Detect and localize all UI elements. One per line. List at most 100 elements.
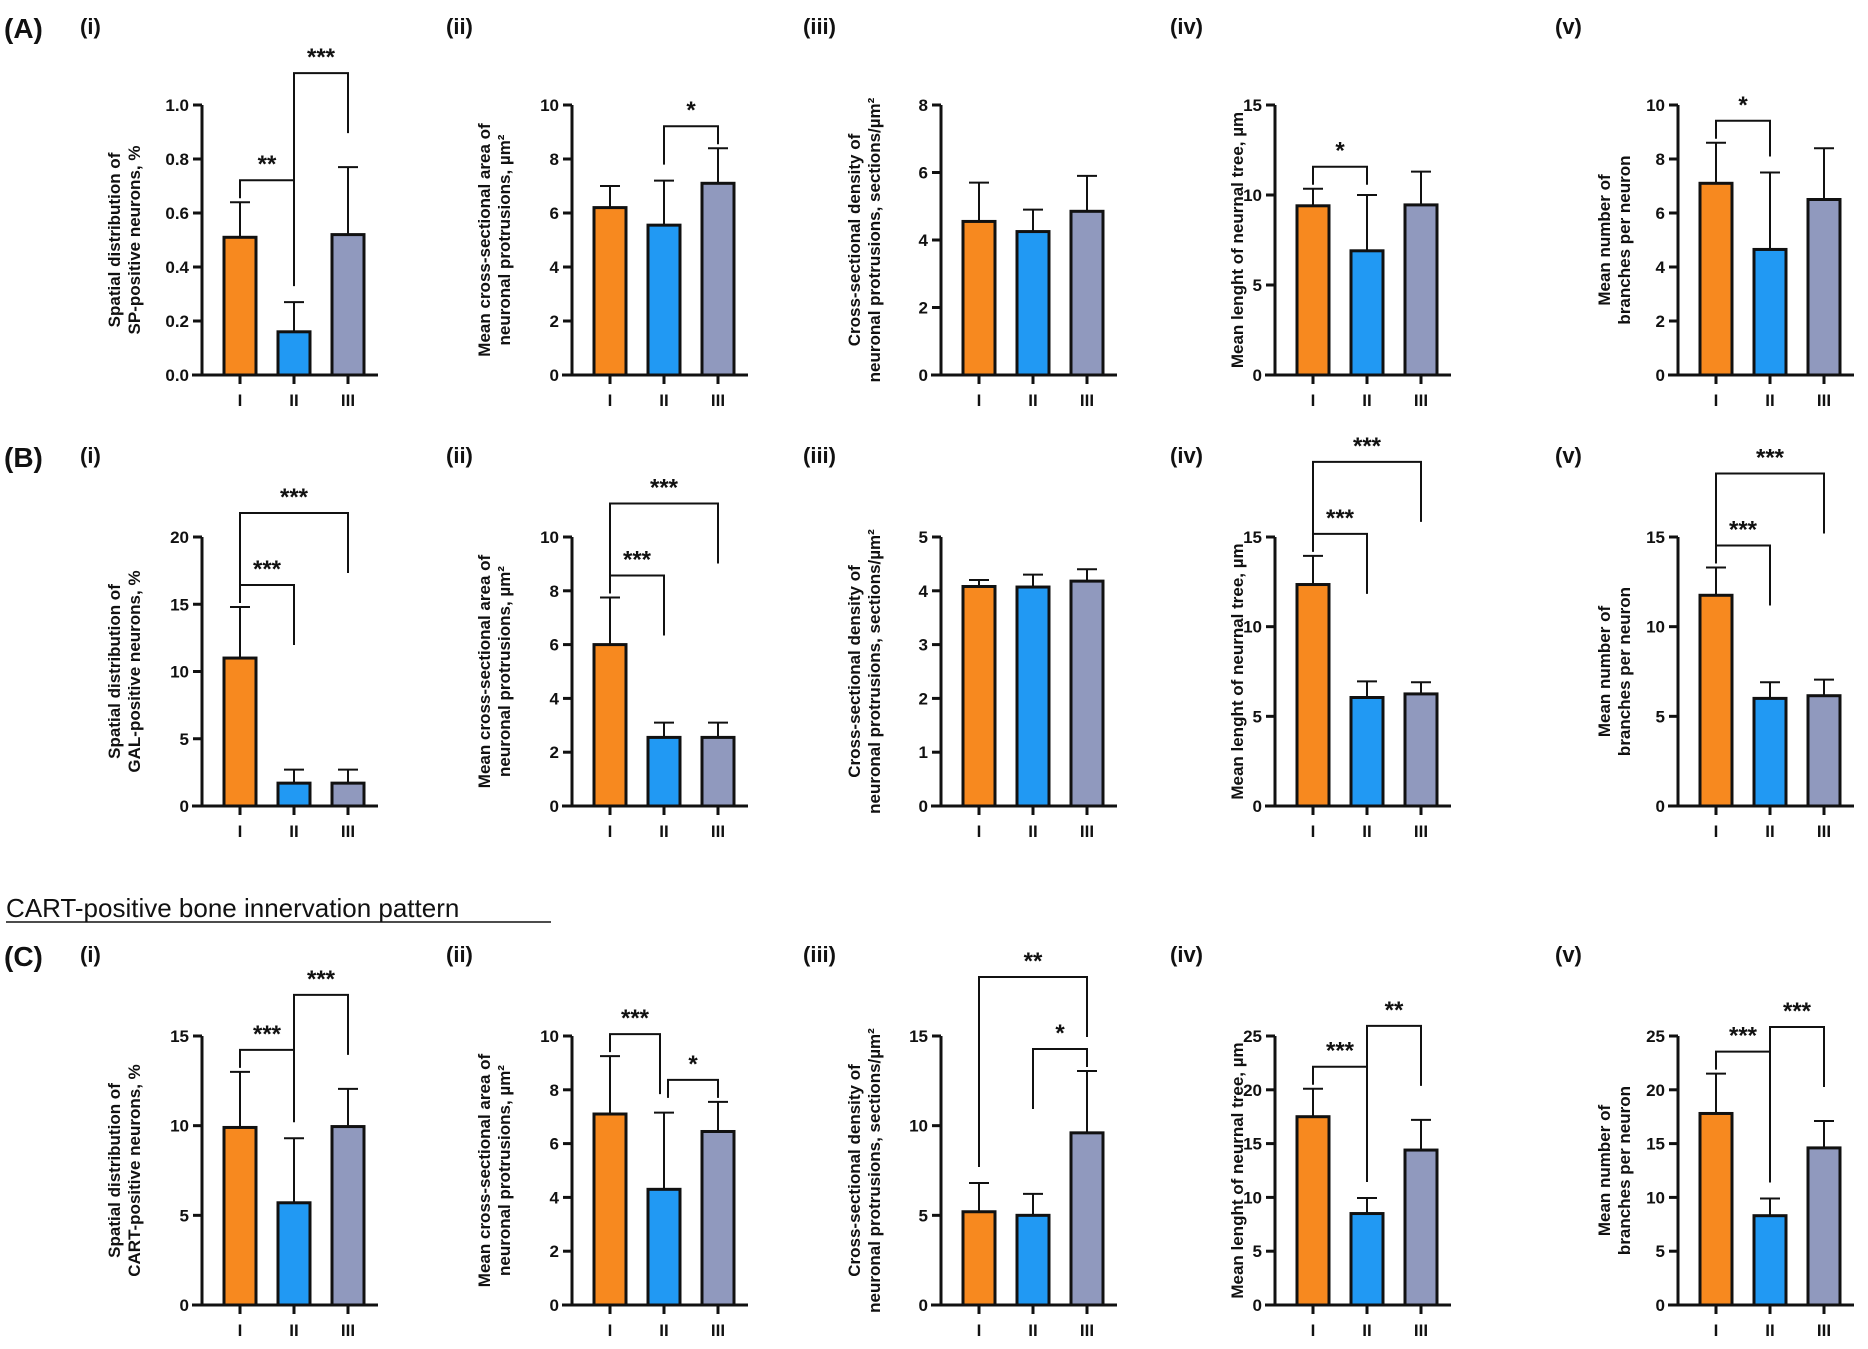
significance-label: *** xyxy=(253,556,282,583)
x-tick-label: III xyxy=(1080,391,1094,410)
y-tick-label: 0.2 xyxy=(165,312,189,331)
y-tick-label: 6 xyxy=(1656,204,1665,223)
bar-II xyxy=(1349,249,1385,377)
bar-III xyxy=(1806,198,1842,377)
bar-I xyxy=(1698,1111,1734,1307)
y-axis-label: neuronal protrusions, sections/µm² xyxy=(865,1028,884,1313)
y-tick-label: 2 xyxy=(919,689,928,708)
y-tick-label: 25 xyxy=(1646,1027,1665,1046)
panel-label: (iv) xyxy=(1170,942,1203,967)
bar-III xyxy=(1069,209,1105,377)
y-tick-label: 6 xyxy=(550,636,559,655)
significance-bracket xyxy=(293,72,349,287)
panel-label: (ii) xyxy=(446,942,473,967)
significance-bracket xyxy=(239,583,295,645)
panel-label: (v) xyxy=(1555,942,1582,967)
panel-label: (i) xyxy=(80,443,101,468)
bar-I xyxy=(222,656,258,808)
y-tick-label: 0 xyxy=(919,1296,928,1315)
bar-II xyxy=(646,1187,682,1307)
y-tick-label: 0 xyxy=(1656,366,1665,385)
y-tick-label: 20 xyxy=(1646,1081,1665,1100)
significance-bracket xyxy=(1366,1024,1422,1182)
significance-label: *** xyxy=(253,1021,282,1048)
y-axis-label: Mean number of xyxy=(1595,174,1614,306)
x-tick-label: III xyxy=(1414,822,1428,841)
y-tick-label: 10 xyxy=(1243,1188,1262,1207)
bar-I xyxy=(592,643,628,808)
x-tick-label: I xyxy=(608,1321,613,1340)
y-tick-label: 0.0 xyxy=(165,366,189,385)
bar-III xyxy=(700,1129,736,1307)
y-tick-label: 10 xyxy=(540,1027,559,1046)
x-tick-label: I xyxy=(977,822,982,841)
y-axis-label: neuronal protrusions, sections/µm² xyxy=(865,97,884,382)
row-label: (A) xyxy=(4,13,43,44)
significance-bracket xyxy=(663,125,719,165)
y-axis-label: CART-positive neurons, % xyxy=(125,1064,144,1277)
bar-chart-panel: (iii) 0 1 2 3 4 5 Cross-sectional density of neu… xyxy=(803,443,1117,841)
y-tick-label: 5 xyxy=(180,1206,189,1225)
x-tick-label: III xyxy=(711,1321,725,1340)
x-tick-label: I xyxy=(1311,1321,1316,1340)
significance-label: * xyxy=(686,97,696,124)
y-tick-label: 4 xyxy=(919,231,929,250)
bar-chart-panel: (ii) 0 2 4 6 8 10 Mean cross-sectional area of n… xyxy=(446,14,748,410)
y-tick-label: 10 xyxy=(540,96,559,115)
y-axis-label: branches per neuron xyxy=(1615,155,1634,324)
x-tick-label: III xyxy=(711,822,725,841)
bar-I xyxy=(1295,583,1331,808)
y-tick-label: 1.0 xyxy=(165,96,189,115)
y-tick-label: 6 xyxy=(550,204,559,223)
bar-III xyxy=(1806,694,1842,808)
x-tick-label: III xyxy=(1817,391,1831,410)
bar-chart-panel: (v) 0 5 10 15 Mean number of branches per neur… xyxy=(1555,443,1854,841)
y-tick-label: 2 xyxy=(550,312,559,331)
significance-label: *** xyxy=(1729,516,1758,543)
y-tick-label: 0 xyxy=(1253,366,1262,385)
bar-II xyxy=(276,1201,312,1307)
panel-label: (iii) xyxy=(803,942,836,967)
y-tick-label: 15 xyxy=(1646,1135,1665,1154)
panel-label: (v) xyxy=(1555,443,1582,468)
y-tick-label: 10 xyxy=(1646,1188,1665,1207)
bar-II xyxy=(1015,230,1051,377)
y-tick-label: 5 xyxy=(919,1206,928,1225)
y-tick-label: 15 xyxy=(1646,528,1665,547)
bar-III xyxy=(1403,203,1439,377)
y-axis-label: Mean number of xyxy=(1595,606,1614,738)
x-tick-label: II xyxy=(659,391,668,410)
y-tick-label: 0.8 xyxy=(165,150,189,169)
significance-bracket xyxy=(1715,119,1771,157)
section-title: CART-positive bone innervation pattern xyxy=(6,893,459,923)
y-axis-label: branches per neuron xyxy=(1615,1086,1634,1255)
y-tick-label: 5 xyxy=(1253,1242,1262,1261)
x-tick-label: III xyxy=(341,1321,355,1340)
bar-I xyxy=(961,219,997,377)
significance-bracket xyxy=(1312,460,1422,540)
significance-bracket xyxy=(667,1078,719,1098)
x-tick-label: II xyxy=(1765,391,1774,410)
y-tick-label: 10 xyxy=(1243,186,1262,205)
bar-I xyxy=(222,235,258,377)
bar-III xyxy=(1069,579,1105,808)
y-tick-label: 15 xyxy=(1243,528,1262,547)
significance-label: ** xyxy=(258,151,277,178)
significance-label: *** xyxy=(1729,1023,1758,1050)
significance-label: * xyxy=(688,1051,698,1078)
bar-I xyxy=(961,1210,997,1307)
significance-bracket xyxy=(1032,1047,1088,1109)
y-tick-label: 0 xyxy=(1253,1296,1262,1315)
significance-bracket xyxy=(609,1033,661,1095)
x-tick-label: I xyxy=(608,822,613,841)
bar-II xyxy=(1349,696,1385,808)
x-tick-label: II xyxy=(1028,391,1037,410)
bar-II xyxy=(1752,247,1788,377)
bar-II xyxy=(276,781,312,808)
y-tick-label: 0.4 xyxy=(165,258,189,277)
y-tick-label: 4 xyxy=(550,258,560,277)
x-tick-label: II xyxy=(1362,1321,1371,1340)
y-tick-label: 4 xyxy=(919,582,929,601)
